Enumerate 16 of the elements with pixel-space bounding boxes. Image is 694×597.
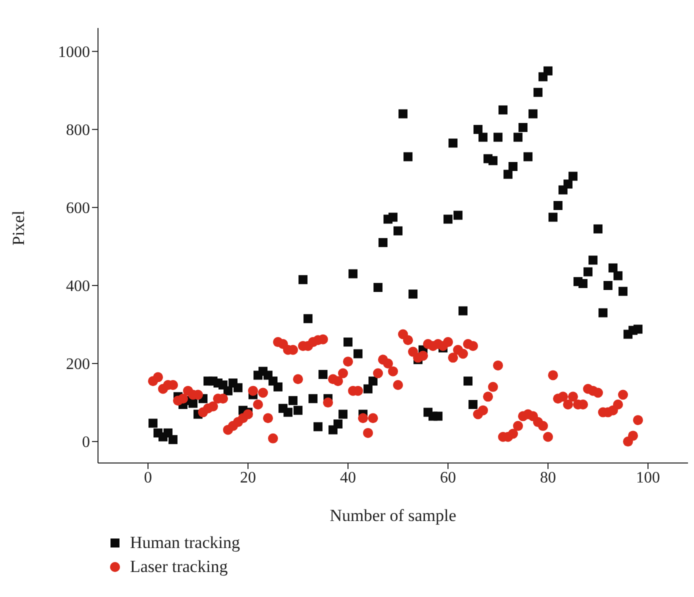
y-tick-label: 0 bbox=[82, 434, 90, 452]
y-tick-label: 400 bbox=[66, 278, 90, 296]
y-tick-label: 800 bbox=[66, 122, 90, 140]
x-tick-label: 80 bbox=[540, 469, 556, 486]
y-tick-label: 600 bbox=[66, 200, 90, 218]
x-tick-label: 0 bbox=[144, 469, 152, 486]
x-tick-label: 40 bbox=[340, 469, 356, 486]
x-tick-label: 60 bbox=[440, 469, 456, 486]
x-tick-label: 20 bbox=[240, 469, 256, 486]
y-tick-label: 1000 bbox=[58, 44, 90, 62]
legend-label: Human tracking bbox=[130, 533, 240, 553]
legend-label: Laser tracking bbox=[130, 557, 228, 577]
y-tick-label: 200 bbox=[66, 356, 90, 374]
x-axis-title: Number of sample bbox=[330, 506, 456, 525]
x-tick-label: 100 bbox=[636, 469, 660, 486]
y-axis-title: Pixel bbox=[9, 210, 28, 246]
